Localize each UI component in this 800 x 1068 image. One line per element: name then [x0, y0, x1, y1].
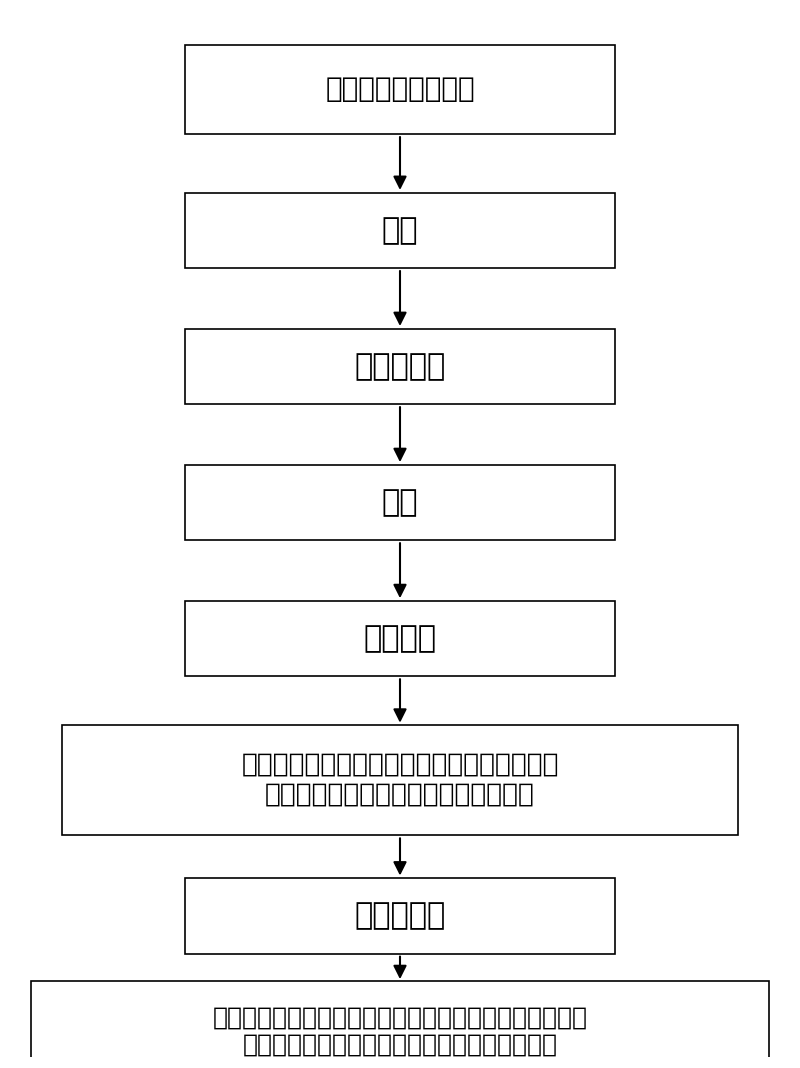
Bar	[31, 981, 769, 1068]
Text: 熔料: 熔料	[382, 488, 418, 517]
Text: 抽真空处理: 抽真空处理	[354, 352, 446, 381]
Text: 硅原料及掺杂剂准备: 硅原料及掺杂剂准备	[325, 75, 475, 104]
Bar	[185, 329, 615, 404]
Text: 后续处理：采用单晶炉且按直拉法的常规处理工艺，依次
完成引晶、放肩、转肩、等径、收尾和停炉工序: 后续处理：采用单晶炉且按直拉法的常规处理工艺，依次 完成引晶、放肩、转肩、等径、…	[213, 1005, 587, 1057]
Bar	[185, 878, 615, 954]
Bar	[185, 193, 615, 268]
Text: 降温结晶: 降温结晶	[363, 624, 437, 654]
Bar	[185, 45, 615, 134]
Bar	[185, 465, 615, 540]
Text: 取晶后清渣: 取晶后清渣	[354, 901, 446, 930]
Text: 逐步升温并维持结晶过程连续进行直至硅熔体
表面漂浮的不溶物全部被结晶物凝结住: 逐步升温并维持结晶过程连续进行直至硅熔体 表面漂浮的不溶物全部被结晶物凝结住	[242, 752, 558, 808]
Bar	[62, 725, 738, 835]
Text: 装料: 装料	[382, 216, 418, 245]
Bar	[185, 601, 615, 676]
